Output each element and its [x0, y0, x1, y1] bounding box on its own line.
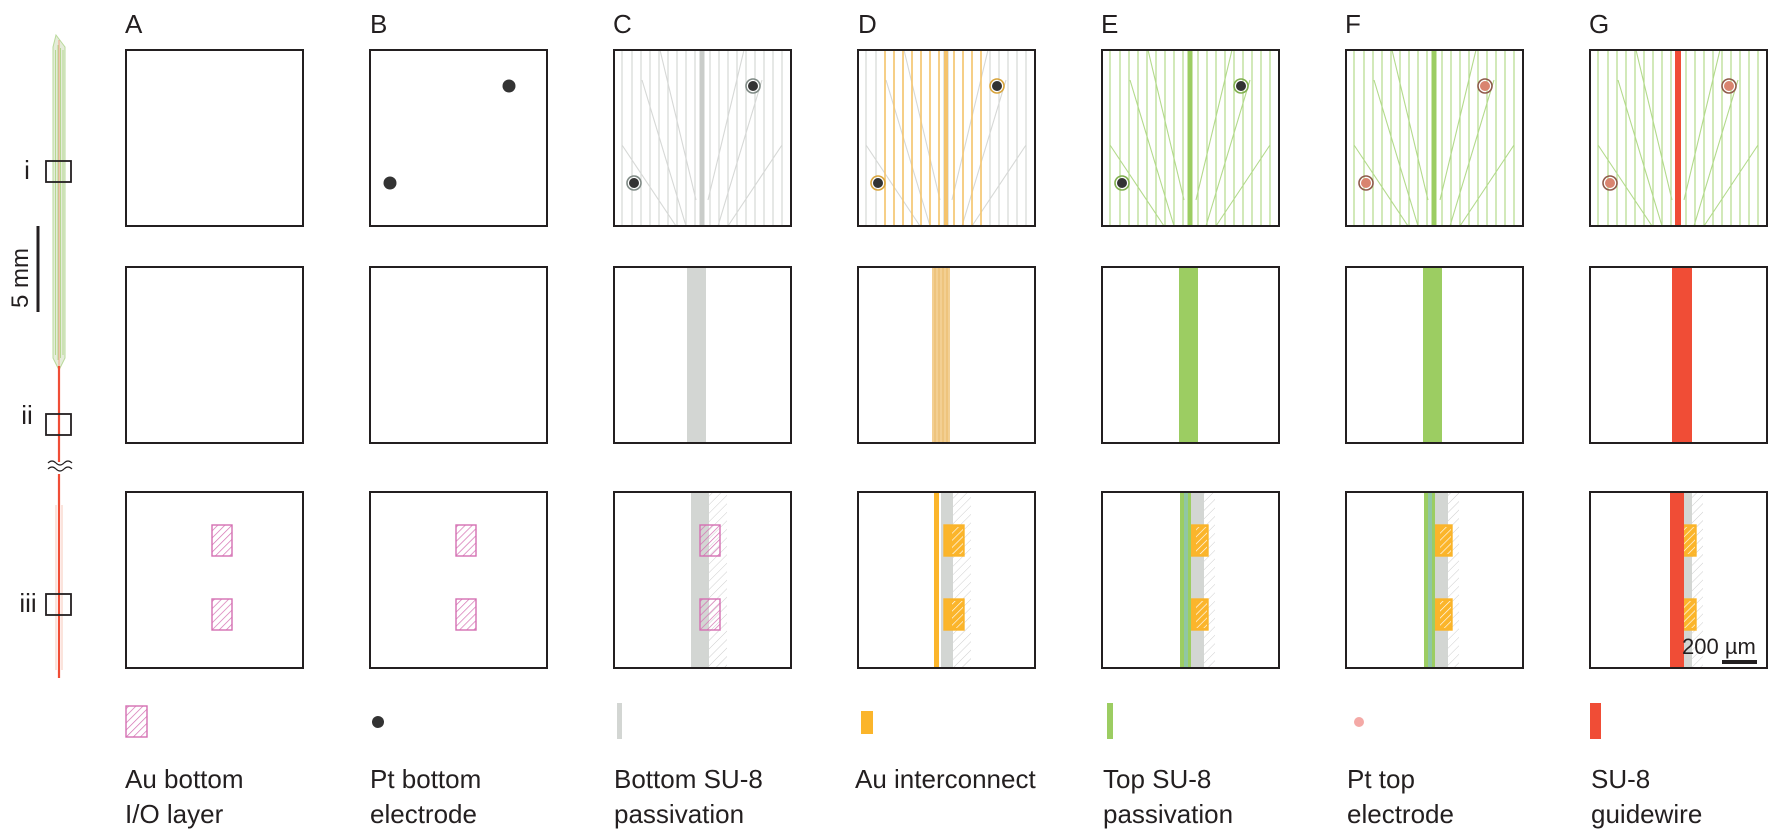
panel-d-iii: [857, 491, 1036, 669]
panel-c-iii: [613, 491, 792, 669]
panel-c-ii: [613, 266, 792, 444]
legend-label-c-2: passivation: [614, 799, 744, 829]
column-letter-e: E: [1101, 9, 1118, 39]
panel-grid: [125, 49, 1768, 669]
panel-c-i: [613, 49, 792, 227]
legend-label-a-2: I/O layer: [125, 799, 224, 829]
panel-g-ii: [1589, 266, 1768, 444]
panel-scale-label: 200 µm: [1682, 634, 1756, 659]
orange-square-icon: [861, 711, 873, 734]
panel-a-iii: [125, 491, 304, 669]
column-letter-f: F: [1345, 9, 1361, 39]
panel-d-ii: [857, 266, 1036, 444]
probe-scale-label: 5 mm: [7, 248, 34, 308]
legend-label-c-1: Bottom SU-8: [614, 764, 763, 794]
green-bar-icon: [1107, 703, 1113, 739]
panel-a-i: [125, 49, 304, 227]
panel-f-iii: [1345, 491, 1524, 669]
legend-label-e-2: passivation: [1103, 799, 1233, 829]
panel-b-iii: [369, 491, 548, 669]
panel-b-i: [369, 49, 548, 227]
legend-label-g-1: SU-8: [1591, 764, 1650, 794]
region-box-iii: [45, 593, 72, 616]
legend-label-b-2: electrode: [370, 799, 477, 829]
column-letter-c: C: [613, 9, 632, 39]
row-label-ii: ii: [21, 400, 33, 430]
legend-label-a-1: Au bottom: [125, 764, 244, 794]
legend-label-g-2: guidewire: [1591, 799, 1702, 829]
column-letter-b: B: [370, 9, 387, 39]
panel-e-i: [1101, 49, 1280, 227]
region-box-i: [45, 160, 72, 183]
legend-label-e-1: Top SU-8: [1103, 764, 1211, 794]
legend-label-f-1: Pt top: [1347, 764, 1415, 794]
hatched-pink-square-icon: [125, 705, 148, 738]
panel-d-i: [857, 49, 1036, 227]
legend: [125, 703, 1601, 739]
column-letter-a: A: [125, 9, 143, 39]
legend-label-f-2: electrode: [1347, 799, 1454, 829]
region-box-ii: [45, 413, 72, 436]
panel-g-iii: [1589, 491, 1768, 669]
row-label-i: i: [24, 155, 30, 185]
pink-dot-icon: [1354, 717, 1364, 727]
panel-a-ii: [125, 266, 304, 444]
legend-label-b-1: Pt bottom: [370, 764, 481, 794]
legend-label-d-1: Au interconnect: [855, 764, 1036, 794]
panel-b-ii: [369, 266, 548, 444]
panel-f-ii: [1345, 266, 1524, 444]
panel-e-iii: [1101, 491, 1280, 669]
panel-e-ii: [1101, 266, 1280, 444]
panel-f-i: [1345, 49, 1524, 227]
column-letter-g: G: [1589, 9, 1609, 39]
panel-g-i: [1589, 49, 1768, 227]
column-letter-d: D: [858, 9, 877, 39]
red-bar-icon: [1590, 703, 1601, 739]
row-label-iii: iii: [19, 588, 36, 618]
grey-bar-icon: [617, 703, 622, 739]
probe-schematic: 5 mm: [7, 33, 73, 678]
dark-dot-icon: [372, 716, 384, 728]
